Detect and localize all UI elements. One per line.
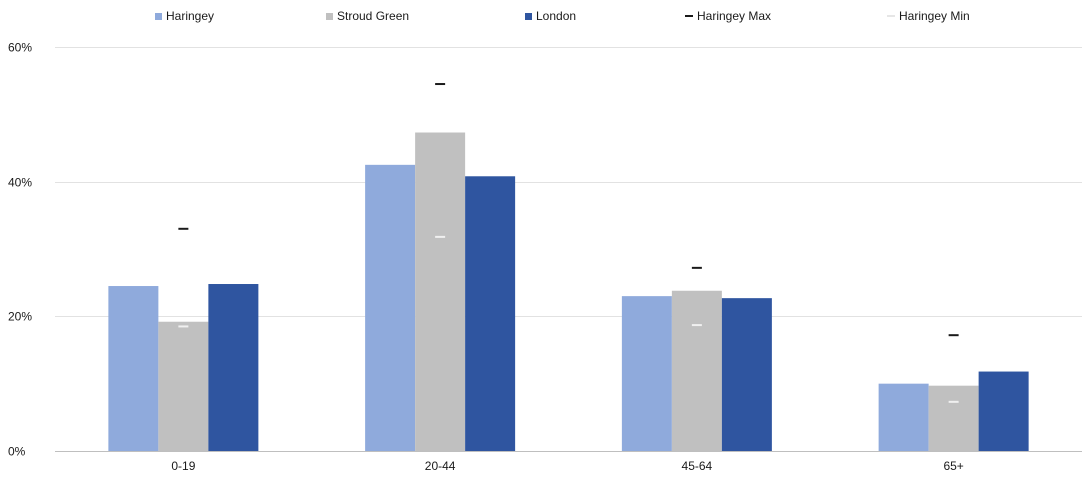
x-tick-label: 20-44 [425,459,456,473]
bar-stroud-green-65+ [928,385,979,451]
x-tick-label: 65+ [943,459,963,473]
range-markers [178,83,959,403]
chart-legend: Haringey Stroud Green London Haringey Max Ha… [0,9,1083,27]
bar-haringey-65+ [878,383,929,451]
y-tick-label: 40% [8,176,32,190]
bar-stroud-green-45-64 [671,290,722,451]
bar-haringey-20-44 [365,164,416,452]
legend-item-haringey: Haringey [155,9,214,23]
legend-swatch [887,15,895,17]
y-tick-label: 20% [8,310,32,324]
legend-label: London [536,9,577,23]
y-axis-ticks: 0% 20% 40% 60% [8,41,32,459]
bars [108,132,1029,452]
legend-label: Haringey Max [697,9,772,23]
bar-haringey-45-64 [621,296,672,451]
x-tick-label: 45-64 [682,459,713,473]
legend-swatch [685,15,693,17]
legend-item-haringey-min: Haringey Min [887,9,970,23]
y-tick-label: 60% [8,41,32,55]
bar-stroud-green-20-44 [415,132,466,451]
bar-london-20-44 [465,176,516,451]
x-axis-ticks: 0-19 20-44 45-64 65+ [171,459,963,473]
bar-haringey-0-19 [108,286,159,451]
legend-label: Haringey Min [899,9,970,23]
y-tick-label: 0% [8,445,26,459]
bar-london-45-64 [721,298,772,451]
legend-swatch [525,12,532,20]
bar-london-0-19 [208,284,259,451]
legend-label: Haringey [166,9,215,23]
x-tick-label: 0-19 [171,459,195,473]
legend-item-london: London [525,9,576,23]
legend-item-stroud-green: Stroud Green [326,9,409,23]
legend-label: Stroud Green [337,9,410,23]
legend-swatch [326,12,333,20]
legend-item-haringey-max: Haringey Max [685,9,771,23]
bar-stroud-green-0-19 [158,321,209,451]
legend-swatch [155,12,162,20]
bar-london-65+ [978,371,1029,451]
